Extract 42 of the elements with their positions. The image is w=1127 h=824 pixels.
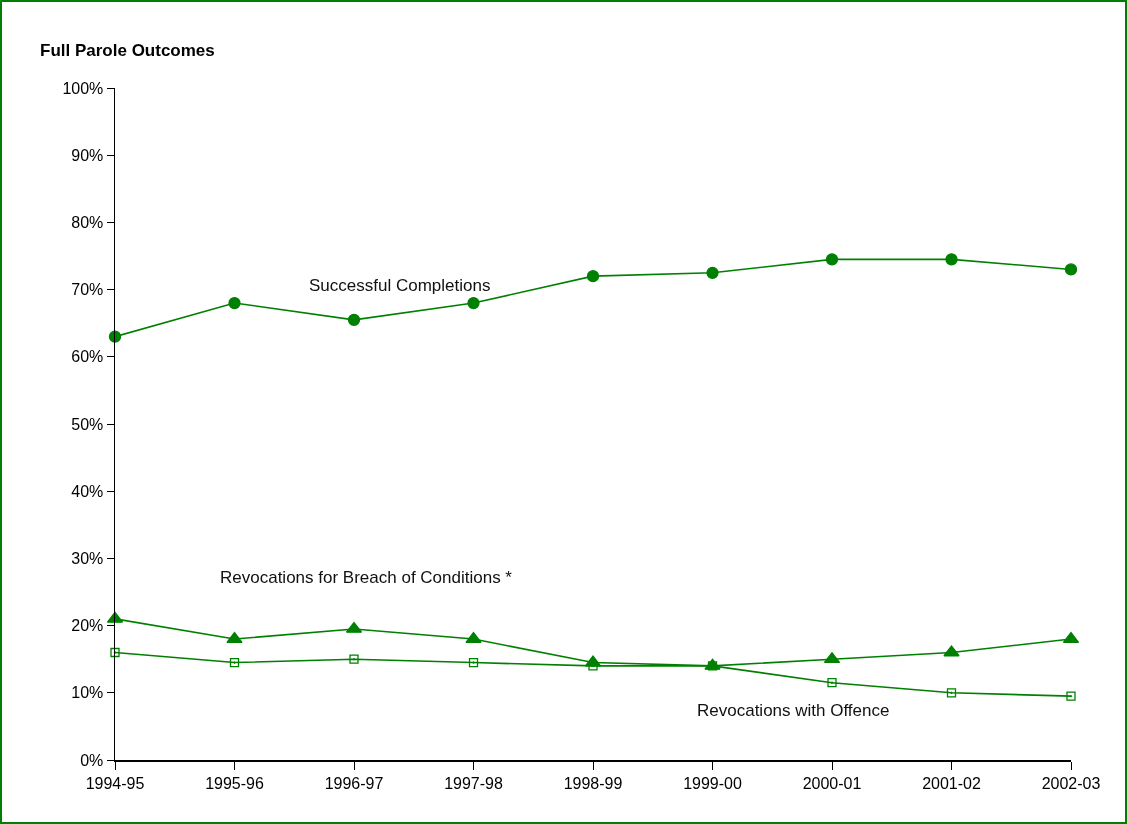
x-tick-label: 1995-96 xyxy=(205,774,264,792)
series-label: Revocations with Offence xyxy=(697,701,890,720)
x-tick-label: 1999-00 xyxy=(683,774,742,792)
y-tick-label: 20% xyxy=(71,617,104,635)
point xyxy=(825,253,839,266)
x-tick-label: 1997-98 xyxy=(444,774,503,792)
y-tick-label: 50% xyxy=(71,415,104,433)
point xyxy=(945,253,958,266)
point xyxy=(228,296,241,310)
point xyxy=(110,647,120,658)
y-tick-label: 80% xyxy=(71,214,104,231)
point xyxy=(946,688,957,698)
y-tick-label: 40% xyxy=(71,482,104,500)
point xyxy=(827,678,837,688)
point xyxy=(943,645,960,657)
y-tick-label: 10% xyxy=(71,684,104,702)
point xyxy=(347,313,361,326)
series-label: Successful Completions xyxy=(309,276,491,295)
x-tick-label: 2002-03 xyxy=(1041,774,1101,792)
point xyxy=(1066,691,1076,701)
x-tick-label: 2000-01 xyxy=(802,774,862,792)
text: Revocations for Breach of Conditions * xyxy=(220,568,513,587)
point xyxy=(226,631,243,643)
point xyxy=(706,266,719,279)
chart-title: Full Parole Outcomes xyxy=(40,40,215,60)
x-tick-label: 1994-95 xyxy=(85,774,145,792)
point xyxy=(1064,263,1078,276)
y-tick-label: 100% xyxy=(62,79,104,97)
x-tick-label: 2001-02 xyxy=(922,774,981,792)
y-tick-label: 60% xyxy=(71,348,104,366)
point xyxy=(349,654,359,664)
y-tick-label: 0% xyxy=(80,751,104,769)
point xyxy=(467,296,480,310)
y-tick-label: 90% xyxy=(71,146,104,164)
x-tick-label: 1998-99 xyxy=(563,774,623,792)
point xyxy=(586,270,600,283)
point xyxy=(468,657,479,668)
y-tick-label: 70% xyxy=(71,281,104,299)
y-tick-label: 30% xyxy=(71,550,104,567)
point xyxy=(465,631,482,643)
x-tick-label: 1996-97 xyxy=(324,774,384,792)
point xyxy=(229,657,240,668)
